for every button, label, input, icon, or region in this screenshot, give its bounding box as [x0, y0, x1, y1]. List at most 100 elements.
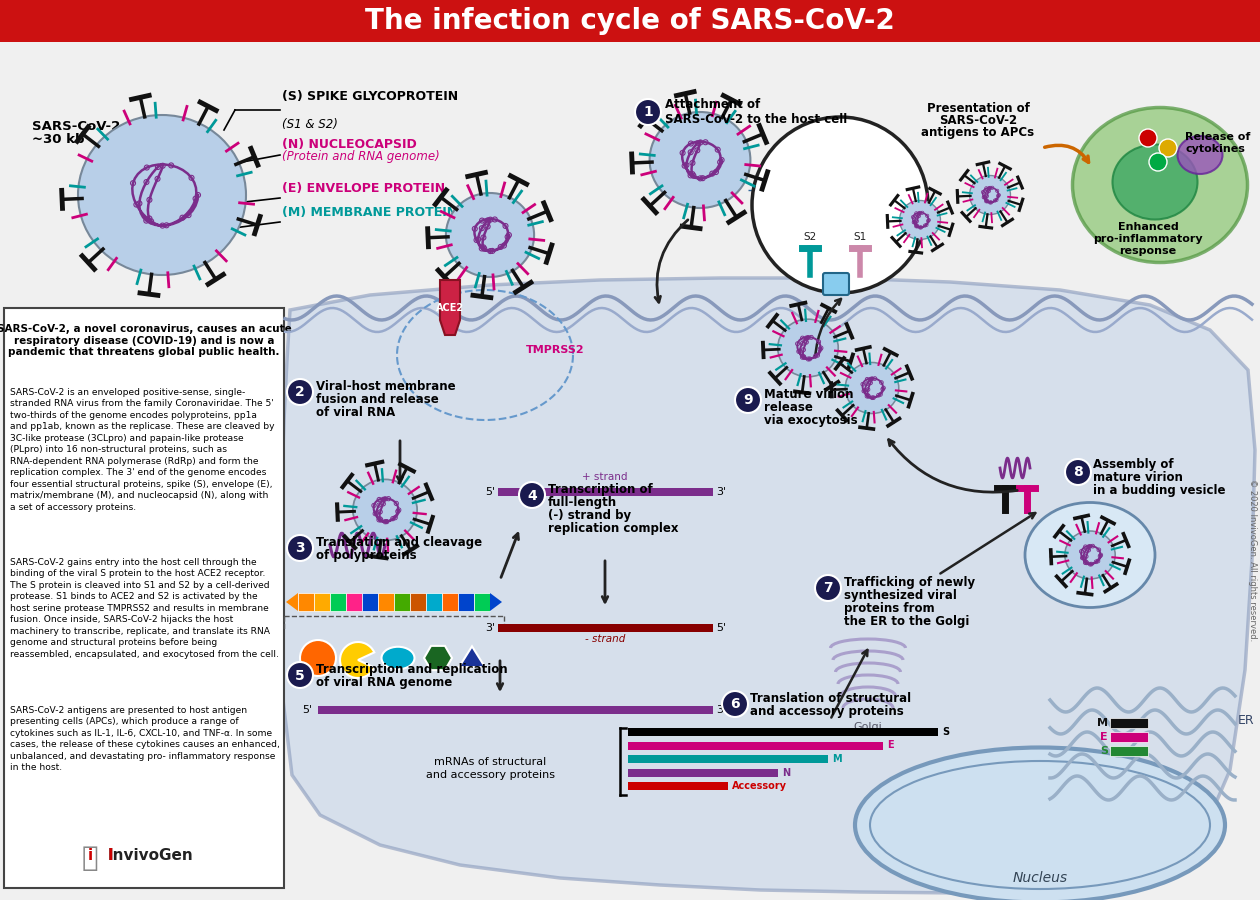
Text: Transcription of: Transcription of	[548, 483, 653, 496]
Text: N: N	[782, 768, 790, 778]
Text: 5: 5	[295, 669, 305, 682]
Text: ACE2: ACE2	[436, 303, 464, 313]
Ellipse shape	[1072, 107, 1247, 263]
Bar	[426, 593, 442, 611]
Text: (-) strand by: (-) strand by	[548, 509, 631, 522]
Text: Transcription and replication: Transcription and replication	[316, 663, 508, 676]
Text: in a budding vesicle: in a budding vesicle	[1092, 484, 1226, 497]
Text: Presentation of: Presentation of	[926, 102, 1029, 115]
Text: Accessory: Accessory	[732, 781, 788, 791]
Bar	[0, 0, 1260, 42]
Text: 3: 3	[295, 542, 305, 555]
Text: the ER to the Golgi: the ER to the Golgi	[844, 615, 969, 628]
Circle shape	[815, 575, 840, 601]
Bar	[4, 308, 284, 888]
Ellipse shape	[1113, 145, 1197, 220]
Text: © 2020 InvivoGen. All rights reserved.: © 2020 InvivoGen. All rights reserved.	[1247, 479, 1256, 641]
Bar	[1110, 718, 1148, 728]
Bar	[346, 593, 362, 611]
Ellipse shape	[1178, 136, 1222, 174]
Ellipse shape	[1065, 531, 1115, 579]
Bar	[410, 593, 426, 611]
Text: and accessory proteins: and accessory proteins	[426, 770, 554, 780]
Ellipse shape	[650, 112, 751, 208]
Text: S1: S1	[853, 232, 867, 242]
Circle shape	[287, 535, 312, 561]
Text: 4: 4	[527, 489, 537, 502]
Polygon shape	[490, 593, 501, 611]
Text: 2: 2	[295, 385, 305, 400]
Ellipse shape	[78, 115, 246, 275]
Text: Assembly of: Assembly of	[1092, 458, 1173, 471]
Bar	[330, 593, 346, 611]
Text: antigens to APCs: antigens to APCs	[921, 126, 1034, 139]
Text: Viral-host membrane: Viral-host membrane	[316, 380, 456, 393]
Text: Enhanced: Enhanced	[1118, 222, 1178, 232]
Text: of viral RNA: of viral RNA	[316, 406, 396, 419]
Text: 9: 9	[743, 393, 752, 408]
Polygon shape	[425, 646, 452, 670]
Ellipse shape	[382, 647, 415, 670]
Text: (M) MEMBRANE PROTEIN: (M) MEMBRANE PROTEIN	[282, 206, 457, 219]
Text: SARS-CoV-2: SARS-CoV-2	[32, 120, 120, 133]
Text: E: E	[1100, 732, 1108, 742]
Text: 5': 5'	[485, 487, 495, 497]
Bar	[362, 593, 378, 611]
Circle shape	[287, 379, 312, 405]
Text: (N) NUCLEOCAPSID: (N) NUCLEOCAPSID	[282, 138, 417, 151]
Text: SARS-CoV-2 gains entry into the host cell through the
binding of the viral S pro: SARS-CoV-2 gains entry into the host cel…	[10, 558, 278, 659]
Text: S2: S2	[804, 232, 816, 242]
Bar	[474, 593, 490, 611]
Text: cytokines: cytokines	[1184, 144, 1245, 154]
Ellipse shape	[1024, 502, 1155, 608]
Text: (Protein and RNA genome): (Protein and RNA genome)	[282, 150, 440, 163]
Text: S: S	[1100, 746, 1108, 756]
Text: synthesized viral: synthesized viral	[844, 589, 956, 602]
Circle shape	[300, 640, 336, 676]
Bar	[1110, 732, 1148, 742]
Text: fusion and release: fusion and release	[316, 393, 438, 406]
Text: Ⓘ: Ⓘ	[82, 844, 98, 872]
Text: via exocytosis: via exocytosis	[764, 414, 858, 427]
Text: release: release	[764, 401, 813, 414]
Ellipse shape	[353, 480, 417, 541]
Bar	[627, 742, 883, 750]
Text: of viral RNA genome: of viral RNA genome	[316, 676, 452, 689]
Bar	[378, 593, 394, 611]
Polygon shape	[459, 646, 485, 667]
Circle shape	[287, 662, 312, 688]
Text: Release of: Release of	[1184, 132, 1250, 142]
Circle shape	[635, 99, 662, 125]
Text: M: M	[832, 754, 842, 764]
Wedge shape	[340, 642, 374, 678]
Text: and accessory proteins: and accessory proteins	[750, 705, 903, 718]
Text: InvivoGen: InvivoGen	[108, 848, 194, 862]
Ellipse shape	[777, 320, 838, 377]
Text: 5': 5'	[716, 623, 726, 633]
Text: pro-inflammatory: pro-inflammatory	[1094, 234, 1203, 244]
Text: Golgi: Golgi	[853, 722, 882, 732]
Bar	[442, 593, 457, 611]
Text: (S1 & S2): (S1 & S2)	[282, 103, 338, 131]
Text: 8: 8	[1074, 465, 1082, 480]
Bar	[627, 782, 728, 790]
Text: 5': 5'	[302, 705, 312, 715]
Ellipse shape	[969, 176, 1011, 214]
Ellipse shape	[856, 748, 1225, 900]
Bar	[627, 755, 828, 763]
Text: Attachment of
SARS-CoV-2 to the host cell: Attachment of SARS-CoV-2 to the host cel…	[665, 98, 847, 126]
Text: ~30 kb: ~30 kb	[32, 133, 84, 146]
Bar	[318, 706, 713, 714]
Text: of polyproteins: of polyproteins	[316, 549, 417, 562]
Text: proteins from: proteins from	[844, 602, 935, 615]
Text: 3': 3'	[485, 623, 495, 633]
Text: I: I	[108, 848, 113, 862]
Text: Translation of structural: Translation of structural	[750, 692, 911, 705]
Text: i: i	[87, 848, 92, 862]
Circle shape	[722, 691, 748, 717]
Text: Mature virion: Mature virion	[764, 388, 853, 401]
Ellipse shape	[900, 201, 940, 239]
Ellipse shape	[845, 363, 898, 413]
Text: replication complex: replication complex	[548, 522, 678, 535]
Text: + strand: + strand	[582, 472, 627, 482]
